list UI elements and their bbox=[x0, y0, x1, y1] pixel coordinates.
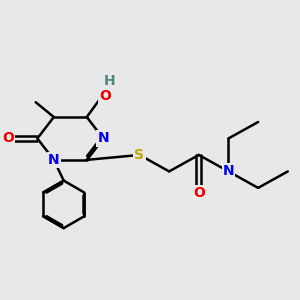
Text: O: O bbox=[2, 131, 14, 146]
Text: S: S bbox=[134, 148, 145, 162]
Text: O: O bbox=[99, 88, 111, 103]
Text: N: N bbox=[223, 164, 234, 178]
Text: N: N bbox=[48, 153, 60, 167]
Text: O: O bbox=[193, 186, 205, 200]
Text: H: H bbox=[104, 74, 116, 88]
Text: N: N bbox=[98, 131, 109, 146]
